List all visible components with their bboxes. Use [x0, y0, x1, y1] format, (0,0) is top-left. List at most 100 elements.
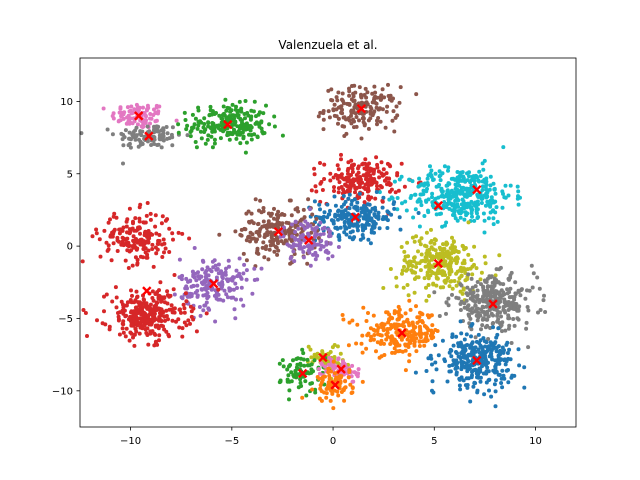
- data-point: [414, 234, 419, 239]
- data-point: [220, 284, 224, 289]
- data-point: [424, 369, 429, 373]
- data-point: [321, 117, 326, 122]
- data-point: [298, 363, 303, 368]
- data-point: [365, 189, 370, 194]
- data-point: [392, 206, 397, 211]
- data-point: [387, 176, 392, 181]
- data-point: [374, 190, 379, 194]
- data-point: [334, 375, 339, 380]
- data-point: [152, 318, 156, 323]
- data-point: [336, 90, 341, 95]
- data-point: [380, 173, 385, 178]
- data-point: [328, 171, 333, 176]
- data-point: [538, 308, 543, 312]
- data-point: [380, 87, 385, 92]
- data-point: [255, 237, 259, 242]
- data-point: [456, 198, 461, 203]
- data-point: [144, 213, 149, 218]
- data-point: [366, 215, 371, 220]
- data-point: [185, 286, 189, 291]
- data-point: [167, 334, 171, 339]
- data-point: [287, 397, 291, 402]
- data-point: [137, 300, 142, 305]
- data-point: [413, 192, 418, 197]
- data-point: [488, 174, 493, 179]
- data-point: [418, 192, 423, 197]
- data-point: [372, 177, 377, 181]
- chart-title: Valenzuela et al.: [278, 38, 377, 52]
- data-point: [142, 134, 147, 139]
- data-point: [223, 272, 228, 277]
- data-point: [158, 280, 163, 285]
- data-point: [444, 311, 448, 316]
- data-point: [342, 124, 347, 129]
- data-point: [433, 171, 438, 176]
- data-point: [120, 308, 125, 313]
- data-point: [216, 271, 221, 276]
- data-point: [382, 353, 387, 357]
- data-point: [468, 363, 473, 367]
- data-point: [492, 280, 497, 285]
- data-point: [506, 193, 511, 198]
- data-point: [479, 197, 484, 201]
- data-point: [460, 197, 465, 202]
- data-point: [492, 382, 497, 387]
- data-point: [489, 195, 494, 200]
- data-point: [385, 226, 390, 230]
- data-point: [502, 308, 507, 313]
- data-point: [249, 211, 254, 216]
- data-point: [461, 378, 466, 383]
- data-point: [371, 171, 376, 176]
- data-point: [455, 255, 460, 260]
- centroid-marker: [433, 200, 444, 211]
- data-point: [500, 329, 504, 334]
- data-point: [336, 121, 340, 126]
- data-point: [392, 311, 397, 316]
- data-point: [306, 344, 311, 349]
- data-point: [358, 178, 363, 183]
- data-point: [361, 305, 366, 310]
- data-point: [446, 194, 451, 199]
- data-point: [353, 90, 358, 95]
- data-point: [201, 293, 206, 298]
- data-point: [455, 187, 460, 192]
- data-point: [326, 366, 331, 371]
- data-point: [329, 388, 334, 393]
- plot-area-frame: [79, 57, 577, 428]
- data-point: [446, 296, 451, 301]
- data-point: [339, 152, 343, 157]
- data-point: [161, 138, 166, 143]
- data-point: [360, 233, 365, 237]
- data-point: [491, 294, 496, 299]
- data-point: [500, 205, 505, 210]
- data-point: [410, 235, 415, 240]
- data-point: [366, 218, 371, 223]
- data-point: [193, 116, 198, 121]
- data-point: [125, 105, 130, 110]
- data-point: [431, 330, 435, 335]
- data-point: [405, 283, 410, 287]
- data-point: [491, 222, 496, 227]
- data-point: [201, 308, 206, 313]
- data-point: [301, 351, 306, 356]
- data-point: [331, 108, 336, 113]
- centroid-marker: [273, 226, 284, 237]
- data-point: [488, 275, 493, 280]
- data-point: [268, 213, 273, 218]
- data-point: [411, 215, 416, 220]
- data-point: [468, 296, 473, 301]
- data-point: [428, 269, 433, 273]
- data-point: [359, 341, 364, 346]
- data-point: [154, 251, 159, 256]
- data-point: [232, 122, 237, 127]
- data-point: [486, 216, 491, 221]
- data-point: [148, 231, 153, 236]
- data-point: [366, 222, 371, 227]
- data-point: [157, 288, 161, 293]
- data-point: [485, 284, 490, 289]
- data-point: [184, 276, 189, 281]
- data-point: [428, 333, 433, 338]
- data-point: [216, 124, 221, 129]
- data-point: [422, 276, 427, 281]
- data-point: [297, 242, 302, 247]
